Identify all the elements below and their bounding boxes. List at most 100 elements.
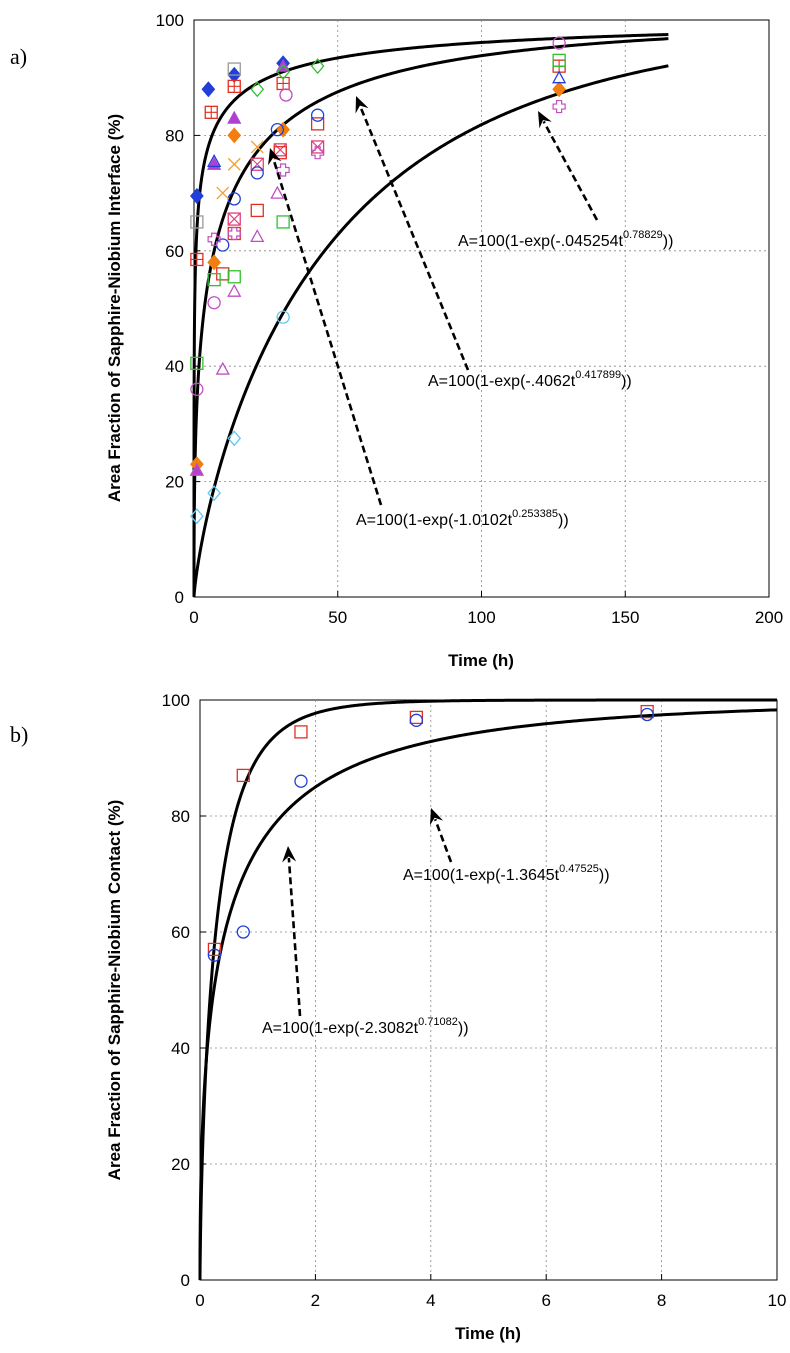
y-tick-label: 0	[175, 588, 184, 607]
data-point	[294, 774, 308, 788]
data-point	[310, 117, 325, 131]
arrow-head	[355, 96, 369, 114]
y-tick-label: 0	[181, 1271, 190, 1290]
data-point	[227, 270, 241, 284]
data-points-b	[207, 704, 654, 962]
data-point	[207, 254, 221, 271]
data-point	[552, 36, 566, 50]
data-point	[227, 62, 241, 76]
y-tick-label: 40	[171, 1039, 190, 1058]
data-point	[294, 725, 308, 739]
y-axis-label-b: Area Fraction of Sapphire-Niobium Contac…	[105, 800, 124, 1181]
marker-box	[250, 157, 264, 171]
equation-b2: A=100(1-exp(-1.3645t0.47525))	[403, 863, 610, 884]
data-point	[227, 79, 241, 94]
marker-box	[227, 212, 241, 226]
data-point	[227, 157, 241, 171]
y-tick-label: 60	[165, 242, 184, 261]
y-tick-label: 100	[162, 691, 190, 710]
data-point	[552, 70, 567, 84]
data-point	[216, 238, 230, 252]
x-ticks-b: 0 2 4 6 8 10	[195, 1274, 786, 1310]
x-tick-label: 0	[195, 1291, 204, 1310]
data-point	[409, 713, 424, 727]
data-point	[250, 229, 265, 243]
fit-curves-b	[198, 698, 778, 1280]
y-tick-label: 60	[171, 923, 190, 942]
data-point	[215, 361, 230, 375]
fit-curve	[198, 708, 778, 1280]
grid-a	[194, 20, 769, 597]
annotation-arrow-line	[272, 159, 383, 506]
data-point	[227, 212, 241, 226]
annotation-arrows-b	[282, 808, 453, 1017]
x-tick-label: 10	[768, 1291, 787, 1310]
annotation-arrows-a	[268, 96, 599, 506]
data-point	[227, 283, 242, 297]
data-point	[552, 81, 566, 98]
fit-curve	[192, 33, 669, 597]
data-point	[250, 140, 264, 154]
data-point	[276, 215, 290, 229]
data-point	[273, 143, 287, 157]
data-point	[189, 462, 204, 476]
data-point	[640, 707, 654, 722]
fit-curve	[198, 698, 777, 1280]
data-point	[250, 81, 265, 98]
data-point	[207, 485, 221, 502]
plot-area-b	[199, 699, 778, 1281]
data-point	[276, 63, 290, 80]
x-tick-label: 200	[755, 608, 783, 627]
equation-a3: A=100(1-exp(-.045254t0.78829))	[458, 229, 673, 250]
marker-cross	[227, 212, 241, 226]
data-point	[409, 710, 424, 725]
y-tick-label: 20	[165, 473, 184, 492]
marker-box	[310, 140, 325, 154]
data-point	[310, 108, 325, 122]
data-point	[236, 768, 250, 783]
data-point	[207, 154, 222, 168]
data-point	[190, 252, 204, 267]
data-point	[207, 942, 222, 957]
data-point	[216, 186, 230, 200]
data-point	[204, 105, 218, 119]
data-point	[279, 88, 293, 102]
x-tick-label: 8	[657, 1291, 666, 1310]
arrow-head	[282, 846, 297, 863]
data-point	[552, 53, 566, 68]
data-point	[227, 110, 242, 124]
data-point	[227, 127, 242, 144]
data-point	[190, 187, 204, 204]
x-ticks-a: 0 50 100 150 200	[189, 591, 783, 627]
data-point	[250, 203, 264, 218]
fit-curve	[192, 64, 669, 597]
x-tick-label: 150	[611, 608, 639, 627]
x-tick-label: 6	[541, 1291, 550, 1310]
annotation-arrow-line	[542, 120, 599, 221]
data-point	[190, 356, 204, 370]
y-tick-label: 80	[165, 126, 184, 145]
equation-a1: A=100(1-exp(-1.0102t0.253385))	[356, 508, 569, 529]
data-point	[207, 948, 222, 962]
arrow-head	[538, 111, 552, 129]
data-point	[190, 215, 204, 229]
panel-a-label: a)	[10, 44, 27, 69]
data-point	[270, 122, 285, 137]
data-point	[311, 146, 325, 160]
data-point	[273, 146, 287, 160]
marker-cross	[190, 253, 203, 266]
arrow-head	[268, 148, 282, 166]
grid-b	[200, 700, 777, 1280]
annotation-arrow-line	[433, 818, 453, 863]
data-point	[201, 81, 216, 98]
data-point	[207, 296, 221, 310]
equation-a2: A=100(1-exp(-.4062t0.417899))	[428, 369, 632, 390]
marker-cross	[205, 106, 218, 119]
data-point	[190, 508, 204, 525]
x-axis-label-a: Time (h)	[448, 651, 514, 670]
data-point	[236, 925, 250, 939]
x-tick-label: 0	[189, 608, 198, 627]
y-tick-label: 40	[165, 357, 184, 376]
x-tick-label: 100	[467, 608, 495, 627]
